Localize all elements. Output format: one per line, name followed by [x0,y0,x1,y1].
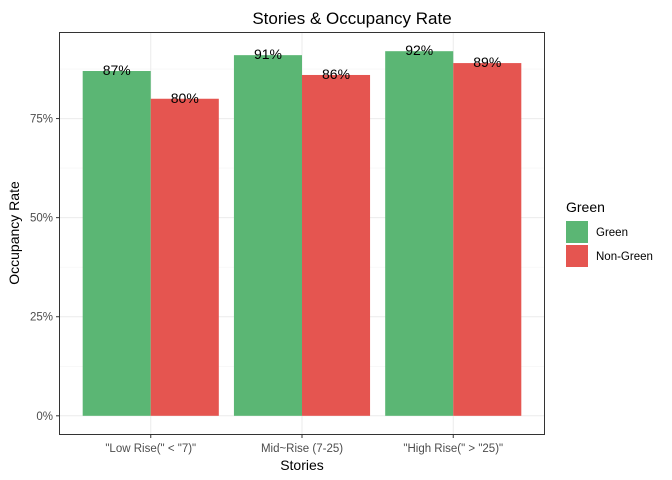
legend-label-non-green: Non-Green [596,251,653,263]
bar-green-2 [385,51,454,416]
bar-green-0 [82,71,151,416]
data-label-green-2: 92% [405,42,433,58]
x-tick-label: Mid~Rise (7-25) [261,443,343,455]
legend-key-non-green [566,245,588,267]
chart-title: Stories & Occupancy Rate [252,9,451,28]
y-tick-label: 50% [30,213,53,225]
y-axis: 0% 25% 50% 75% [30,114,60,423]
bar-non-green-2 [453,63,522,416]
x-axis-title: Stories [280,457,324,473]
legend: Green Green Non-Green [566,199,653,267]
x-axis: "Low Rise(" < "7)" Mid~Rise (7-25) "High R… [105,434,503,455]
data-labels-layer: 87% 91% 92% 80% 86% 89% [103,42,502,106]
y-tick-label: 25% [30,312,53,324]
x-tick-label: "High Rise(" > "25)" [403,443,503,455]
data-label-green-0: 87% [103,62,131,78]
legend-title: Green [566,199,605,215]
y-tick-label: 0% [36,411,53,423]
bar-green-1 [233,55,302,416]
data-label-non-green-0: 80% [171,90,199,106]
data-label-non-green-1: 86% [322,66,350,82]
legend-key-green [566,221,588,243]
x-tick-label: "Low Rise(" < "7)" [105,443,196,455]
y-axis-title: Occupancy Rate [6,181,22,285]
data-label-non-green-2: 89% [473,54,501,70]
bars-layer [82,51,522,416]
data-label-green-1: 91% [254,46,282,62]
legend-label-green: Green [596,227,628,239]
y-tick-label: 75% [30,114,53,126]
bar-non-green-0 [150,98,219,416]
bar-non-green-1 [302,74,371,416]
